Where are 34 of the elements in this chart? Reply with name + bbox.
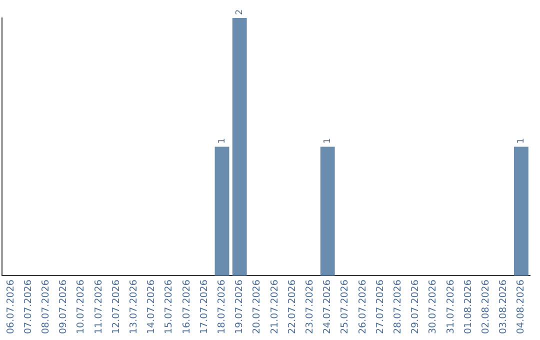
x-tick-label: 29.07.2026 — [410, 280, 422, 334]
x-tick-label: 20.07.2026 — [252, 280, 263, 334]
x-tick-label: 28.07.2026 — [392, 280, 404, 334]
data-label: 1 — [322, 138, 333, 144]
data-label: 2 — [234, 9, 245, 15]
x-tick-label: 04.08.2026 — [516, 280, 527, 334]
x-tick-label: 07.07.2026 — [22, 280, 34, 334]
x-tick-label: 19.07.2026 — [234, 280, 246, 334]
data-label: 1 — [217, 138, 228, 144]
x-tick-label: 13.07.2026 — [128, 280, 140, 334]
x-tick-label: 18.07.2026 — [216, 280, 228, 334]
x-tick-label: 11.07.2026 — [93, 280, 104, 334]
x-tick-label: 08.07.2026 — [40, 280, 52, 334]
x-tick-label: 24.07.2026 — [322, 280, 334, 334]
x-tick-label: 06.07.2026 — [5, 280, 16, 334]
x-tick-label: 10.07.2026 — [76, 280, 87, 334]
data-label: 1 — [516, 138, 527, 144]
x-tick-label: 03.08.2026 — [498, 280, 510, 334]
x-tick-label: 02.08.2026 — [480, 280, 492, 334]
x-tick-label: 01.08.2026 — [462, 280, 474, 334]
x-tick-label: 12.07.2026 — [110, 280, 122, 334]
x-tick-label: 09.07.2026 — [58, 280, 70, 334]
x-tick-label: 23.07.2026 — [304, 280, 316, 334]
x-tick-label: 27.07.2026 — [374, 280, 386, 334]
x-tick-label: 14.07.2026 — [146, 280, 158, 334]
x-tick-label: 31.07.2026 — [445, 280, 456, 334]
x-tick-label: 22.07.2026 — [286, 280, 298, 334]
x-tick-label: 30.07.2026 — [428, 280, 439, 334]
x-tick-label: 26.07.2026 — [357, 280, 368, 334]
x-tick-label: 16.07.2026 — [181, 280, 192, 334]
x-tick-label: 25.07.2026 — [340, 280, 351, 334]
x-tick-label: 15.07.2026 — [164, 280, 175, 334]
x-tick-label: 17.07.2026 — [198, 280, 210, 334]
x-tick-label: 21.07.2026 — [269, 280, 280, 334]
